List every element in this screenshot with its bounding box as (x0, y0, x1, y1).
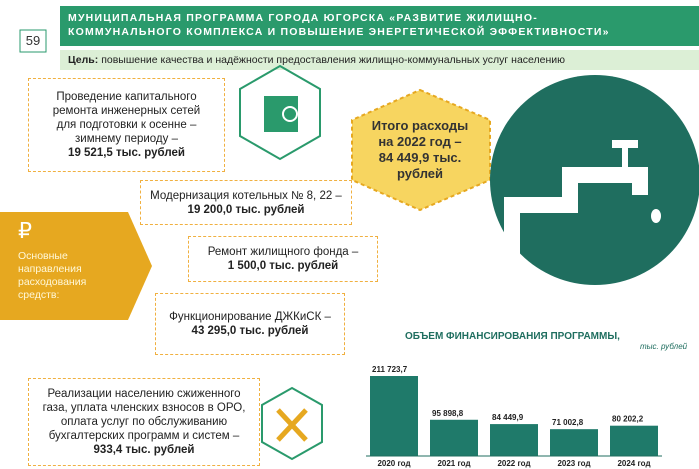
value-label: 71 002,8 (552, 418, 584, 427)
bar (490, 424, 538, 456)
bar (430, 419, 478, 456)
page-number-box (19, 29, 47, 53)
item-line: газа, уплата членских взносов в ОРО, (42, 402, 246, 414)
value-label: 84 449,9 (492, 413, 524, 422)
x-tick-label: 2022 год (497, 459, 530, 468)
x-tick-label: 2021 год (437, 459, 470, 468)
item-line: Модернизация котельных № 8, 22 – (150, 189, 342, 202)
item-line: Ремонт жилищного фонда – (207, 246, 359, 258)
value-label: 95 898,8 (432, 409, 464, 418)
goal-band (60, 50, 699, 70)
total-line: 84 449,9 тыс. (378, 150, 462, 165)
item-line: Проведение капитального (56, 91, 197, 103)
goal: Цель: повышение качества и надёжности пр… (68, 54, 565, 66)
item-box: Ремонт жилищного фонда – 1 500,0 тыс. руб… (188, 236, 378, 282)
goal-text: повышение качества и надёжности предоста… (101, 54, 566, 66)
directions-line: направления (18, 263, 82, 275)
bar (550, 429, 598, 456)
item-line: ремонта инженерных сетей (52, 105, 201, 117)
x-tick-label: 2020 год (377, 459, 410, 468)
item-amount: 1 500,0 тыс. рублей (227, 260, 339, 272)
item-box: Реализации населению сжиженного газа, упл… (28, 378, 260, 466)
header-title: МУНИЦИПАЛЬНАЯ ПРОГРАММА ГОРОДА ЮГОРСКА «… (68, 11, 610, 39)
total-line: рублей (396, 166, 443, 181)
total-line: на 2022 год – (378, 134, 462, 149)
directions-line: средств: (18, 289, 60, 301)
title-line: КОММУНАЛЬНОГО КОМПЛЕКСА И ПОВЫШЕНИЕ ЭНЕР… (68, 26, 610, 38)
drop-icon (282, 106, 298, 122)
item-line: Реализации населению сжиженного (47, 388, 241, 400)
item-amount: 43 295,0 тыс. рублей (191, 325, 309, 337)
faucet-stem (622, 148, 628, 173)
directions-arrow (0, 212, 152, 320)
chart-unit: тыс. рублей (640, 342, 688, 351)
item-amount: 19 200,0 тыс. рублей (187, 203, 305, 216)
item-box: Модернизация котельных № 8, 22 –19 200,0… (140, 180, 352, 225)
item-line: для подготовки к осенне – (56, 119, 197, 131)
item-line: зимнему периоду – (75, 133, 178, 145)
header-band (60, 6, 699, 46)
item-amount: 19 521,5 тыс. рублей (68, 147, 185, 159)
ruble-symbol: ₽ (18, 218, 32, 243)
item-line: оплата услуг по обслуживанию (60, 416, 228, 428)
directions-text: Основные направления расходования средств: (18, 250, 86, 302)
item-line: бухгалтерских программ и систем – (48, 430, 240, 442)
total-text: Итого расходы на 2022 год –84 449,9 тыс. р… (360, 118, 480, 182)
chart-title: ОБЪЕМ ФИНАНСИРОВАНИЯ ПРОГРАММЫ, (405, 331, 620, 342)
tools-icon (276, 408, 308, 442)
bar (370, 376, 418, 456)
building-icon (264, 96, 298, 132)
total-hexagon (351, 88, 491, 212)
item-box: Проведение капитального ремонта инженерны… (28, 78, 225, 172)
faucet-handle (612, 140, 638, 148)
value-label: 80 202,2 (612, 415, 644, 424)
page-number: 59 (25, 33, 41, 48)
goal-label: Цель: (68, 54, 99, 66)
value-label: 211 723,7 (372, 365, 408, 374)
total-line: Итого расходы (371, 118, 469, 133)
item-line: Функционирование ДЖКиСК – (169, 311, 331, 323)
hexagon-icon (239, 64, 321, 161)
title-line: МУНИЦИПАЛЬНАЯ ПРОГРАММА ГОРОДА ЮГОРСКА «… (68, 12, 538, 24)
faucet-pipe (504, 167, 648, 255)
item-amount: 933,4 тыс. рублей (93, 444, 195, 456)
directions-line: Основные (18, 250, 68, 262)
chart: 211 723,7 2020 год 95 898,8 2021 год 84 449,… (366, 365, 662, 468)
directions-line: расходования (18, 276, 87, 288)
item-box: Функционирование ДЖКиСК – 43 295,0 тыс. р… (155, 293, 345, 355)
hexagon-tools (261, 386, 323, 461)
bar (610, 425, 658, 456)
x-tick-label: 2024 год (617, 459, 650, 468)
water-drop (651, 209, 661, 223)
x-tick-label: 2023 год (557, 459, 590, 468)
